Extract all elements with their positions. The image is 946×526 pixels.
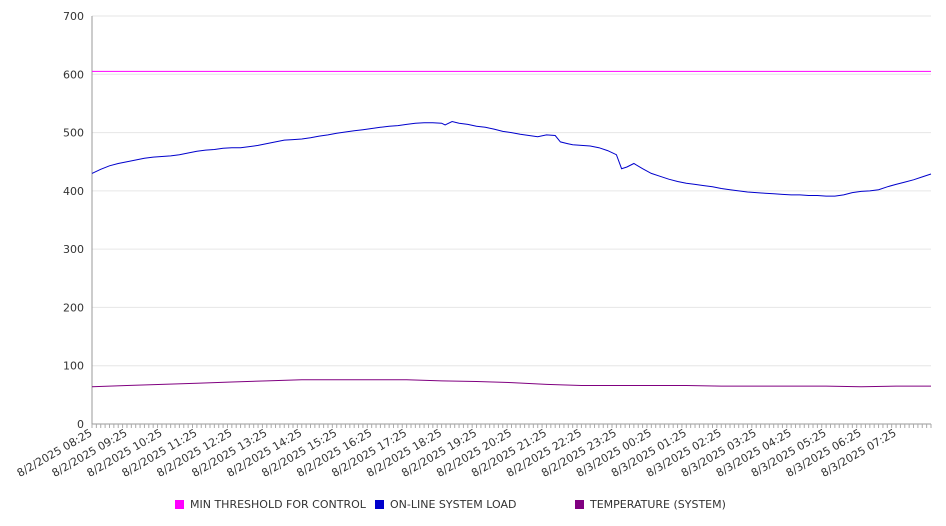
legend-swatch-load [375,500,384,509]
x-tick-labels: 8/2/2025 08:258/2/2025 09:258/2/2025 10:… [15,426,899,480]
y-tick-label: 400 [63,185,84,198]
y-tick-labels: 0 100 200 300 400 500 600 700 [63,10,84,431]
series-line-2 [91,379,931,388]
legend: MIN THRESHOLD FOR CONTROL ON-LINE SYSTEM… [0,498,946,514]
legend-item-temperature: TEMPERATURE (SYSTEM) [575,498,726,511]
legend-item-load: ON-LINE SYSTEM LOAD [375,498,516,511]
legend-label-load: ON-LINE SYSTEM LOAD [390,498,517,511]
legend-swatch-temperature [575,500,584,509]
y-tick-label: 500 [63,127,84,140]
y-tick-label: 300 [63,243,84,256]
legend-label-temperature: TEMPERATURE (SYSTEM) [590,498,726,511]
series-line-1 [91,120,932,197]
x-minor-ticks [91,424,932,428]
axes [91,16,931,425]
gridlines [92,15,931,367]
legend-label-threshold: MIN THRESHOLD FOR CONTROL [190,498,366,511]
legend-swatch-threshold [175,500,184,509]
series-lines [91,70,932,388]
y-tick-label: 0 [77,418,84,431]
y-tick-label: 200 [63,301,84,314]
y-tick-label: 100 [63,360,84,373]
y-tick-label: 700 [63,10,84,23]
legend-item-threshold: MIN THRESHOLD FOR CONTROL [175,498,366,511]
y-tick-label: 600 [63,68,84,81]
